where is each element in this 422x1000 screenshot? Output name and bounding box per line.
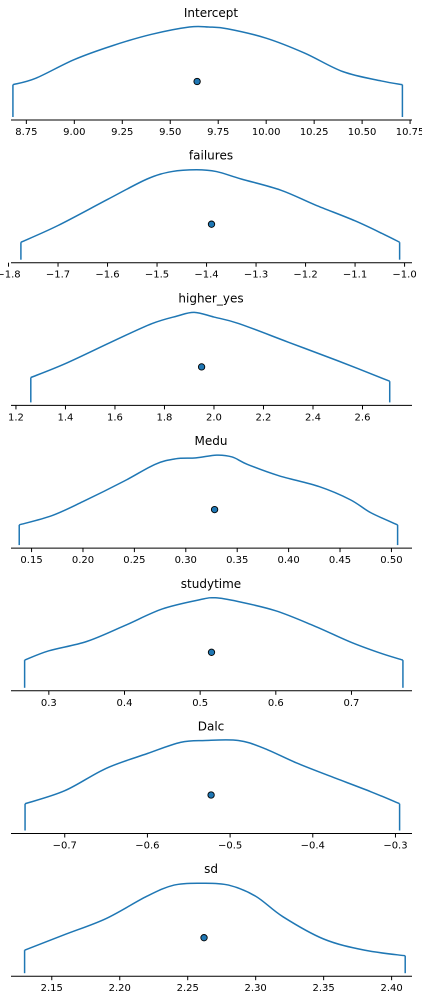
x-tick-label: −0.7	[53, 841, 77, 852]
panel-studytime: studytime 0.3 0.4 0.5 0.6 0.7	[11, 577, 412, 709]
panel-medu: Medu 0.15 0.20 0.25 0.30 0.35 0.40 0.45 0.50	[11, 434, 412, 566]
x-tick-label: −1.7	[46, 270, 70, 281]
panel-higher-yes: higher_yes 1.2 1.4 1.6 1.8 2.0 2.2 2.4 2.6	[8, 291, 412, 423]
x-tick-label: 1.2	[8, 412, 24, 423]
x-tick-label: 10.00	[252, 127, 281, 138]
x-tick-label: 2.40	[380, 983, 402, 994]
x-tick-label: −1.1	[343, 270, 367, 281]
density-curve	[12, 25, 403, 86]
panel-title: Medu	[195, 434, 228, 448]
panel-failures: failures −1.8 −1.7 −1.6 −1.5 −1.4 −1.3 −1.2 −1.1…	[0, 149, 417, 281]
x-tick-label: 8.75	[15, 127, 37, 138]
x-tick-label: 10.50	[348, 127, 377, 138]
x-tick-label: 9.25	[111, 127, 133, 138]
x-tick-label: 0.35	[226, 555, 248, 566]
x-tick-label: 2.25	[177, 983, 199, 994]
density-curve	[24, 739, 400, 805]
x-tick-label: 9.75	[207, 127, 229, 138]
x-tick-label: −0.5	[218, 841, 242, 852]
x-tick-label: 1.4	[58, 412, 74, 423]
x-tick-label: −0.4	[301, 841, 325, 852]
x-tick-label: 9.00	[63, 127, 85, 138]
point-estimate	[200, 934, 208, 942]
point-estimate	[197, 363, 206, 371]
x-tick-label: 1.8	[157, 412, 173, 423]
x-tick-label: 0.5	[192, 698, 208, 709]
x-tick-label: 0.7	[344, 698, 360, 709]
x-tick-label: 1.6	[107, 412, 123, 423]
point-estimate	[193, 77, 201, 86]
panel-title: Dalc	[198, 720, 225, 734]
point-estimate	[207, 648, 216, 656]
x-tick-label: 2.2	[256, 412, 272, 423]
x-tick-label: −0.6	[135, 841, 159, 852]
x-tick-label: −1.3	[244, 270, 268, 281]
density-curve	[20, 168, 400, 243]
panel-sd: sd 2.15 2.20 2.25 2.30 2.35 2.40	[11, 862, 412, 994]
x-tick-label: 2.6	[355, 412, 371, 423]
density-curve	[30, 311, 390, 382]
x-tick-label: 2.4	[305, 412, 321, 423]
x-tick-label: 2.15	[41, 983, 63, 994]
density-curve	[19, 454, 398, 526]
x-tick-label: 2.20	[109, 983, 131, 994]
x-tick-label: −1.8	[0, 270, 21, 281]
x-tick-label: 0.20	[72, 555, 94, 566]
panel-title: studytime	[181, 577, 241, 591]
x-tick-label: −1.0	[392, 270, 416, 281]
x-tick-label: 0.45	[329, 555, 351, 566]
x-tick-label: 0.30	[175, 555, 197, 566]
density-curve	[24, 882, 406, 957]
x-tick-label: 0.40	[277, 555, 299, 566]
x-tick-label: 0.3	[41, 698, 57, 709]
x-tick-label: 0.6	[268, 698, 284, 709]
x-tick-label: 0.15	[20, 555, 42, 566]
x-tick-label: −1.4	[194, 270, 218, 281]
panel-intercept: Intercept 8.75 9.00 9.25 9.50 9.75 10.00 10.25 1…	[11, 6, 422, 138]
x-tick-label: 10.75	[396, 127, 422, 138]
x-tick-label: 0.50	[380, 555, 402, 566]
panel-title: Intercept	[184, 6, 239, 20]
panel-title: higher_yes	[178, 291, 243, 305]
x-tick-label: −0.3	[383, 841, 407, 852]
x-tick-label: 0.25	[123, 555, 145, 566]
x-tick-label: −1.5	[145, 270, 169, 281]
x-tick-label: 0.4	[117, 698, 133, 709]
x-tick-label: −1.6	[95, 270, 119, 281]
point-estimate	[210, 505, 219, 514]
x-tick-label: 10.25	[300, 127, 329, 138]
x-tick-label: 2.30	[245, 983, 267, 994]
x-tick-label: 9.50	[159, 127, 181, 138]
x-tick-label: 2.35	[313, 983, 335, 994]
panel-dalc: Dalc −0.7 −0.6 −0.5 −0.4 −0.3	[11, 720, 412, 852]
point-estimate	[207, 220, 216, 228]
density-curve	[24, 596, 404, 661]
panel-title: failures	[189, 149, 233, 163]
point-estimate	[207, 791, 215, 799]
x-tick-label: 2.0	[206, 412, 222, 423]
x-tick-label: −1.2	[293, 270, 317, 281]
panel-title: sd	[204, 862, 218, 876]
